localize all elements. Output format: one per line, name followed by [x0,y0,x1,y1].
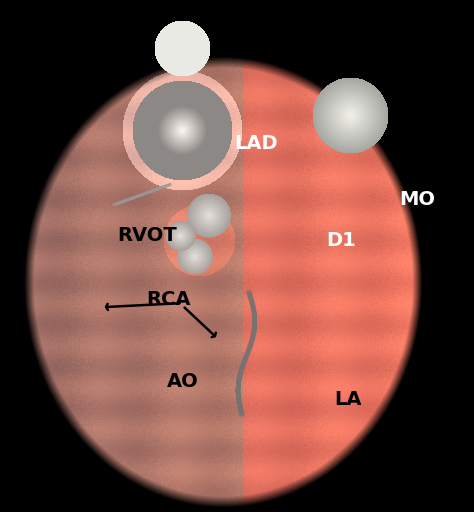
Text: LA: LA [335,390,362,409]
Text: AO: AO [167,372,198,391]
Text: MO: MO [399,190,435,209]
Text: LAD: LAD [234,134,278,153]
Text: D1: D1 [327,231,356,250]
Text: RCA: RCA [146,290,191,309]
Text: RVOT: RVOT [117,226,177,245]
